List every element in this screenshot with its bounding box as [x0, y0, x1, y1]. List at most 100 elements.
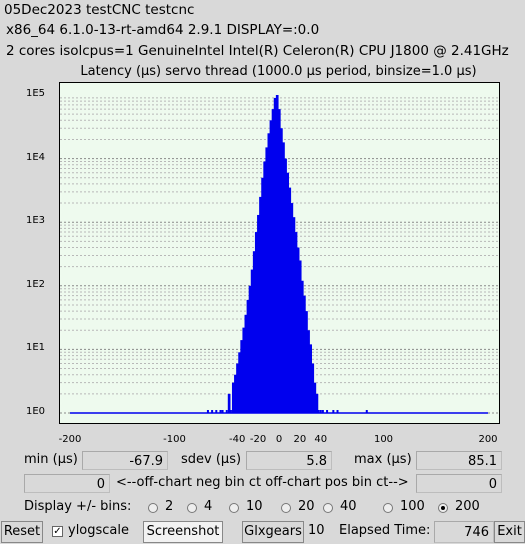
histogram-bar: [250, 269, 254, 413]
histogram-bar: [261, 177, 264, 413]
histogram-bar: [240, 340, 244, 413]
histogram-bar: [244, 314, 248, 413]
offchart-label: <--off-chart neg bin ct off-chart pos bi…: [116, 475, 409, 490]
reset-button[interactable]: Reset: [1, 521, 43, 543]
chart-title: Latency (µs) servo thread (1000.0 µs per…: [80, 64, 477, 79]
histogram-bar: [307, 330, 310, 413]
glxgears-value: 10: [308, 523, 325, 538]
bins-label: Display +/- bins:: [24, 499, 132, 514]
histogram-bar: [219, 410, 222, 413]
histogram-bar: [227, 393, 231, 413]
y-tick-label: 1E0: [25, 406, 45, 417]
y-tick-label: 1E1: [25, 342, 45, 354]
max-label: max (µs): [354, 452, 412, 467]
histogram-bar: [252, 251, 256, 413]
histogram-bar: [326, 410, 329, 413]
bins-radio-100[interactable]: [383, 503, 393, 513]
y-tick-label: 1E5: [25, 88, 45, 99]
ylogscale-checkbox[interactable]: ✓: [52, 526, 63, 537]
histogram-bar: [300, 280, 304, 413]
histogram-bar: [315, 393, 319, 413]
histogram-bar: [269, 120, 273, 413]
histogram-bar: [313, 382, 317, 413]
bins-radio-10[interactable]: [229, 503, 239, 513]
histogram-bar: [267, 133, 271, 413]
y-tick-label: 1E4: [25, 151, 45, 163]
info-line-date-host: 05Dec2023 testCNC testcnc: [4, 2, 195, 18]
bins-option-label: 200: [455, 499, 480, 514]
histogram-bar: [296, 247, 300, 413]
x-tick-label: 40: [314, 434, 328, 445]
histogram-bar: [229, 410, 232, 413]
histogram-bar: [271, 109, 275, 413]
neg-bin-count: 0: [24, 474, 110, 493]
bins-option-label: 100: [400, 499, 425, 514]
histogram-bar: [290, 203, 294, 413]
bins-option-label: 4: [204, 499, 213, 514]
histogram-bar: [277, 109, 281, 413]
histogram-bar: [221, 410, 224, 413]
x-tick-label: -20: [249, 434, 267, 445]
info-line-cpu: 2 cores isolcpus=1 GenuineIntel Intel(R)…: [6, 43, 509, 59]
histogram-bar: [292, 217, 296, 413]
elapsed-value: 746: [434, 521, 494, 543]
histogram-bar: [225, 410, 228, 413]
bins-option-label: 40: [340, 499, 357, 514]
histogram-bar: [254, 232, 258, 413]
x-tick-label: -100: [163, 434, 186, 445]
x-tick-label: -200: [58, 434, 82, 445]
ylogscale-label: ylogscale: [68, 523, 130, 538]
histogram-bar: [257, 214, 260, 413]
histogram-plot: [59, 82, 500, 424]
histogram-bar: [248, 285, 252, 413]
histogram-bar: [311, 363, 315, 413]
histogram-bar: [275, 95, 279, 413]
histogram-bar: [238, 352, 241, 413]
histogram-bar: [215, 410, 218, 413]
bins-radio-200[interactable]: [438, 503, 448, 513]
histogram-bar: [282, 142, 285, 413]
elapsed-label: Elapsed Time:: [339, 523, 431, 538]
histogram-bar: [288, 187, 292, 413]
histogram-bar: [265, 147, 269, 413]
histogram-bar: [294, 232, 298, 413]
histogram-bar: [305, 311, 308, 413]
screenshot-button[interactable]: Screenshot: [143, 521, 223, 543]
bins-option-label: 2: [165, 499, 174, 514]
y-tick-label: 1E2: [25, 278, 45, 290]
histogram-bar: [273, 97, 277, 413]
bins-option-label: 10: [246, 499, 263, 514]
histogram-bar: [298, 260, 302, 413]
histogram-bar: [309, 344, 312, 413]
histogram-bar: [246, 299, 250, 413]
pos-bin-count: 0: [416, 474, 502, 493]
histogram-bar: [259, 196, 262, 413]
bins-radio-4[interactable]: [187, 503, 197, 513]
histogram-bar: [319, 410, 322, 413]
exit-button[interactable]: Exit: [494, 521, 525, 543]
bins-radio-2[interactable]: [148, 503, 158, 513]
check-icon: ✓: [53, 526, 62, 537]
histogram-bar: [263, 161, 267, 413]
y-tick-label: 1E3: [25, 215, 45, 227]
x-tick-label: 20: [293, 434, 307, 445]
x-tick-label: 100: [373, 434, 394, 445]
x-tick-label: -40: [229, 434, 246, 445]
histogram-bar: [280, 128, 283, 413]
histogram-bar: [284, 158, 287, 413]
histogram-bar: [242, 327, 246, 413]
info-line-kernel: x86_64 6.1.0-13-rt-amd64 2.9.1 DISPLAY=:…: [6, 22, 320, 38]
histogram-bar: [303, 295, 306, 413]
histogram-bar: [206, 410, 209, 413]
histogram-bar: [365, 410, 368, 413]
max-value: 85.1: [416, 451, 502, 470]
min-value: -67.9: [82, 451, 168, 470]
histogram-bar: [211, 410, 214, 413]
bins-radio-40[interactable]: [323, 503, 333, 513]
histogram-bar: [332, 410, 335, 413]
histogram-bar: [321, 410, 324, 413]
bins-radio-20[interactable]: [281, 503, 291, 513]
glxgears-button[interactable]: Glxgears: [242, 521, 304, 543]
x-tick-label: 200: [478, 434, 498, 445]
sdev-value: 5.8: [246, 451, 332, 470]
